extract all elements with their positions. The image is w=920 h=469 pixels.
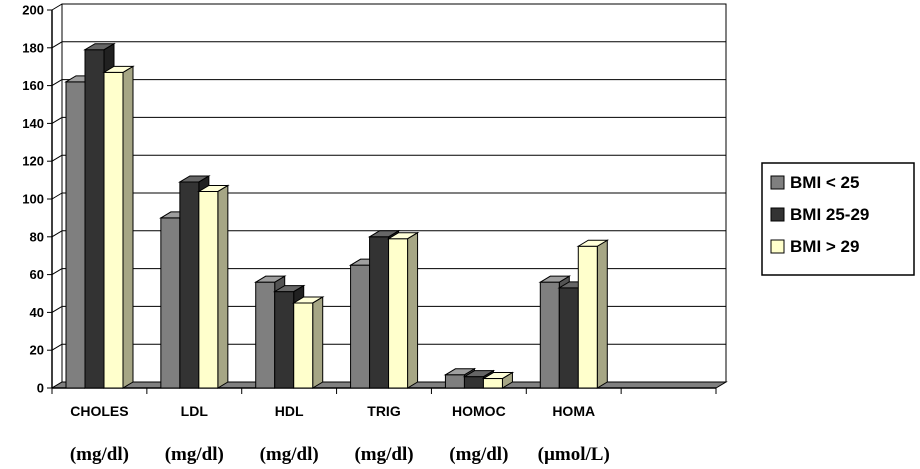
unit-label: (mg/dl): [260, 444, 319, 465]
legend-swatch: [770, 239, 785, 254]
bar-top: [178, 175, 211, 183]
legend-label: BMI < 25: [790, 173, 859, 192]
y-tick-label: 180: [22, 40, 44, 55]
y-tick-label: 80: [30, 229, 44, 244]
unit-label: (mg/dl): [354, 444, 413, 465]
gridline-side: [51, 116, 63, 124]
bar-top: [291, 296, 325, 304]
unit-label: (mg/dl): [449, 444, 508, 465]
bar-front: [558, 287, 579, 389]
bar-side: [122, 65, 134, 389]
bar-front: [255, 281, 276, 389]
bar-front: [179, 181, 200, 389]
gridline-side: [51, 230, 63, 238]
bar: [291, 296, 325, 389]
bar-front: [293, 302, 314, 389]
legend-swatch: [770, 175, 785, 190]
bar-front: [482, 378, 503, 389]
bar-side: [217, 184, 229, 389]
y-tick-label: 60: [30, 267, 44, 282]
gridline-side: [51, 79, 63, 87]
bar-side: [407, 231, 419, 389]
bar-front: [274, 291, 295, 389]
y-tick-label: 200: [22, 3, 44, 18]
bar-front: [388, 238, 409, 389]
bar-top: [102, 65, 135, 73]
bar: [102, 65, 135, 389]
bar: [576, 239, 610, 389]
y-tick-labels: 0 20 40 60 80 100 120 140 160 180 200: [22, 3, 52, 396]
gridline-side: [51, 3, 63, 11]
category-labels: CHOLES (mg/dl) LDL (mg/dl) HDL (mg/dl) TRIG (mg…: [70, 403, 610, 465]
bar-top: [272, 285, 306, 293]
gridline-side: [51, 154, 63, 162]
bar-front: [160, 217, 181, 389]
bar-top: [386, 232, 420, 240]
bar-top: [197, 184, 230, 192]
y-tick-label: 0: [37, 381, 44, 396]
legend-box: [761, 162, 915, 276]
y-tick-label: 160: [22, 78, 44, 93]
legend-swatch: [770, 207, 785, 222]
category-label: HOMA: [552, 403, 595, 419]
bar-side: [312, 296, 324, 389]
category-label: LDL: [181, 403, 209, 419]
bar-front: [369, 236, 390, 389]
legend-label: BMI 25-29: [790, 205, 869, 224]
y-tick-label: 40: [30, 305, 44, 320]
bar-top: [443, 368, 477, 376]
bar-front: [463, 376, 484, 389]
gridline-side: [51, 268, 63, 276]
bar-top: [462, 370, 496, 378]
bar-front: [350, 264, 371, 389]
gridline-side: [51, 192, 63, 200]
unit-label: (µmol/L): [538, 444, 610, 465]
bar: [481, 371, 515, 389]
bar: [386, 231, 420, 389]
gridline-side: [51, 305, 63, 313]
bar-front: [103, 71, 124, 389]
category-label: HDL: [275, 403, 304, 419]
bar-front: [539, 281, 560, 389]
gridline-side: [51, 41, 63, 49]
bar-top: [538, 275, 572, 283]
y-tick-label: 120: [22, 154, 44, 169]
bars: [64, 42, 610, 389]
bar-top: [253, 275, 287, 283]
gridline-side: [51, 343, 63, 351]
unit-label: (mg/dl): [165, 444, 224, 465]
bar-front: [84, 49, 105, 389]
y-tick-label: 20: [30, 343, 44, 358]
legend: BMI < 25 BMI 25-29 BMI > 29: [761, 162, 915, 276]
bar-top: [367, 230, 401, 238]
unit-label: (mg/dl): [70, 444, 129, 465]
y-tick-label: 100: [22, 192, 44, 207]
category-label: TRIG: [367, 403, 401, 419]
bar-front: [577, 245, 598, 389]
bar-front: [444, 374, 465, 389]
y-tick-label: 140: [22, 116, 44, 131]
bar-front: [198, 190, 219, 389]
bar-top: [83, 43, 116, 51]
category-label: CHOLES: [70, 403, 128, 419]
bar: [197, 184, 230, 389]
bar-side: [596, 239, 608, 389]
bar-front: [65, 81, 86, 389]
legend-label: BMI > 29: [790, 237, 859, 256]
bar-top: [576, 239, 610, 247]
category-label: HOMOC: [452, 403, 506, 419]
bar-top: [481, 372, 515, 380]
